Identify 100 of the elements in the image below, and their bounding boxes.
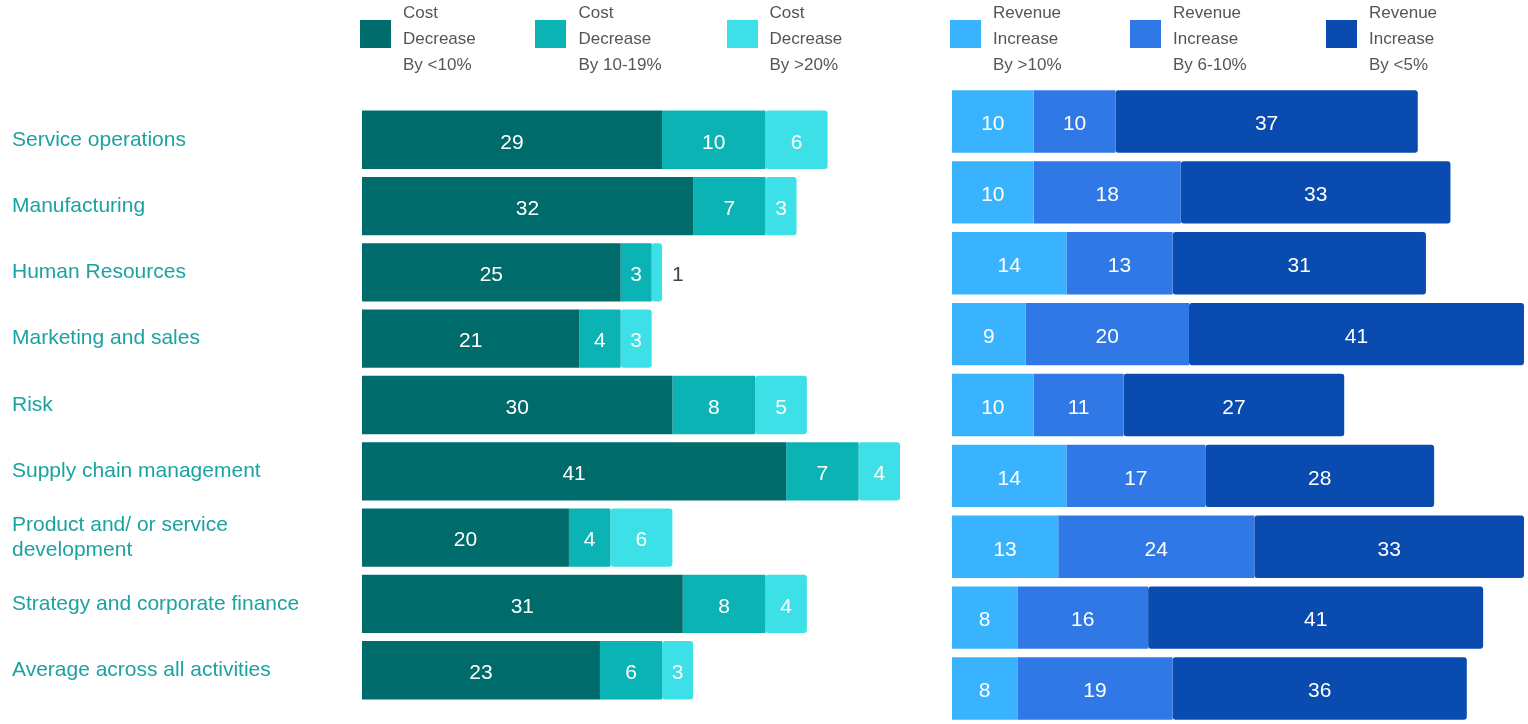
y-tick-label: Average across all activities — [12, 657, 271, 681]
y-tick-label: Service operations — [12, 126, 186, 150]
y-tick-label: Supply chain management — [12, 458, 261, 482]
bar — [620, 243, 652, 302]
data-label: 20 — [453, 527, 478, 551]
y-tick-label: Manufacturing — [12, 192, 146, 216]
data-label: 7 — [723, 195, 736, 219]
bar — [1066, 232, 1173, 295]
bar — [952, 302, 1026, 366]
bar — [952, 586, 1018, 649]
bar — [620, 309, 652, 368]
legend-label: Cost Decrease By <10% — [403, 2, 477, 76]
bar — [1115, 90, 1418, 153]
data-label: 6 — [790, 129, 803, 153]
data-label: 14 — [997, 465, 1022, 489]
bar — [1205, 444, 1435, 508]
bar — [1066, 444, 1206, 508]
bar — [1033, 161, 1181, 224]
bar — [1033, 90, 1116, 153]
bar — [765, 574, 807, 634]
data-label: 41 — [1303, 607, 1328, 631]
y-tick-label: Product and/ or service development — [12, 511, 228, 561]
bar — [362, 442, 787, 501]
bar — [610, 508, 673, 567]
bar — [952, 232, 1067, 295]
bar — [599, 641, 663, 700]
legend-label: Revenue Increase By <5% — [1369, 2, 1439, 76]
data-label: 19 — [1083, 678, 1107, 702]
bar — [579, 309, 621, 368]
bar — [682, 574, 766, 634]
data-label: 37 — [1254, 111, 1279, 135]
y-tick-label: Risk — [12, 391, 54, 415]
legend-label: Cost Decrease By 10-19% — [578, 2, 663, 76]
data-label: 5 — [775, 394, 787, 418]
data-label: 11 — [1067, 394, 1090, 418]
data-label: 33 — [1377, 536, 1401, 560]
bar — [568, 508, 611, 567]
data-label: 33 — [1303, 182, 1328, 206]
data-label: 4 — [594, 328, 607, 352]
data-label: 31 — [510, 593, 535, 617]
bar — [765, 176, 797, 236]
bar — [952, 161, 1034, 224]
data-label: 25 — [479, 262, 504, 286]
data-label: 29 — [500, 129, 524, 153]
data-label: 4 — [873, 461, 886, 485]
bar — [952, 657, 1018, 720]
data-label: 41 — [1344, 323, 1369, 347]
bar — [362, 243, 621, 302]
bar — [362, 574, 683, 634]
data-label: 14 — [997, 253, 1022, 277]
data-label: 6 — [625, 660, 637, 684]
bar — [651, 243, 663, 302]
bar — [1254, 515, 1524, 578]
data-label: 36 — [1308, 678, 1332, 702]
bar — [362, 110, 663, 169]
data-label: 16 — [1071, 607, 1095, 631]
data-label: 1 — [672, 262, 684, 286]
data-label: 24 — [1144, 536, 1169, 560]
y-tick-label: Human Resources — [12, 259, 186, 283]
data-label: 3 — [775, 195, 787, 219]
bar — [1017, 657, 1173, 720]
data-label: 23 — [469, 660, 493, 684]
data-label: 18 — [1095, 182, 1119, 206]
bar — [1123, 373, 1345, 437]
bar — [362, 309, 580, 368]
data-label: 13 — [993, 536, 1017, 560]
data-label: 20 — [1095, 323, 1119, 347]
bar — [672, 375, 756, 435]
data-label: 27 — [1222, 394, 1246, 418]
bar — [952, 373, 1034, 437]
data-label: 28 — [1308, 465, 1332, 489]
bar — [1058, 515, 1255, 578]
y-tick-label: Strategy and corporate finance — [12, 590, 300, 614]
data-label: 6 — [635, 527, 648, 551]
data-label: 3 — [671, 660, 684, 684]
bar — [1172, 232, 1426, 295]
bar — [362, 641, 600, 700]
data-label: 8 — [718, 593, 730, 617]
bar — [1172, 657, 1467, 720]
data-label: 8 — [707, 394, 720, 418]
data-label: 8 — [978, 678, 991, 702]
bar — [1033, 373, 1124, 437]
data-label: 17 — [1124, 465, 1148, 489]
data-label: 10 — [981, 394, 1005, 418]
bar — [362, 176, 694, 236]
data-label: 9 — [982, 323, 995, 347]
bar — [662, 641, 694, 700]
bar — [362, 375, 673, 435]
bar — [765, 110, 828, 169]
bar — [786, 442, 859, 501]
data-label: 10 — [981, 182, 1005, 206]
bar — [1180, 161, 1451, 224]
y-tick-label: Marketing and sales — [12, 325, 200, 349]
data-label: 4 — [583, 527, 596, 551]
bar — [952, 444, 1067, 508]
data-label: 10 — [1062, 111, 1087, 135]
data-label: 32 — [515, 195, 540, 219]
data-label: 21 — [458, 328, 483, 352]
bar — [1017, 586, 1149, 649]
bar — [952, 515, 1059, 578]
